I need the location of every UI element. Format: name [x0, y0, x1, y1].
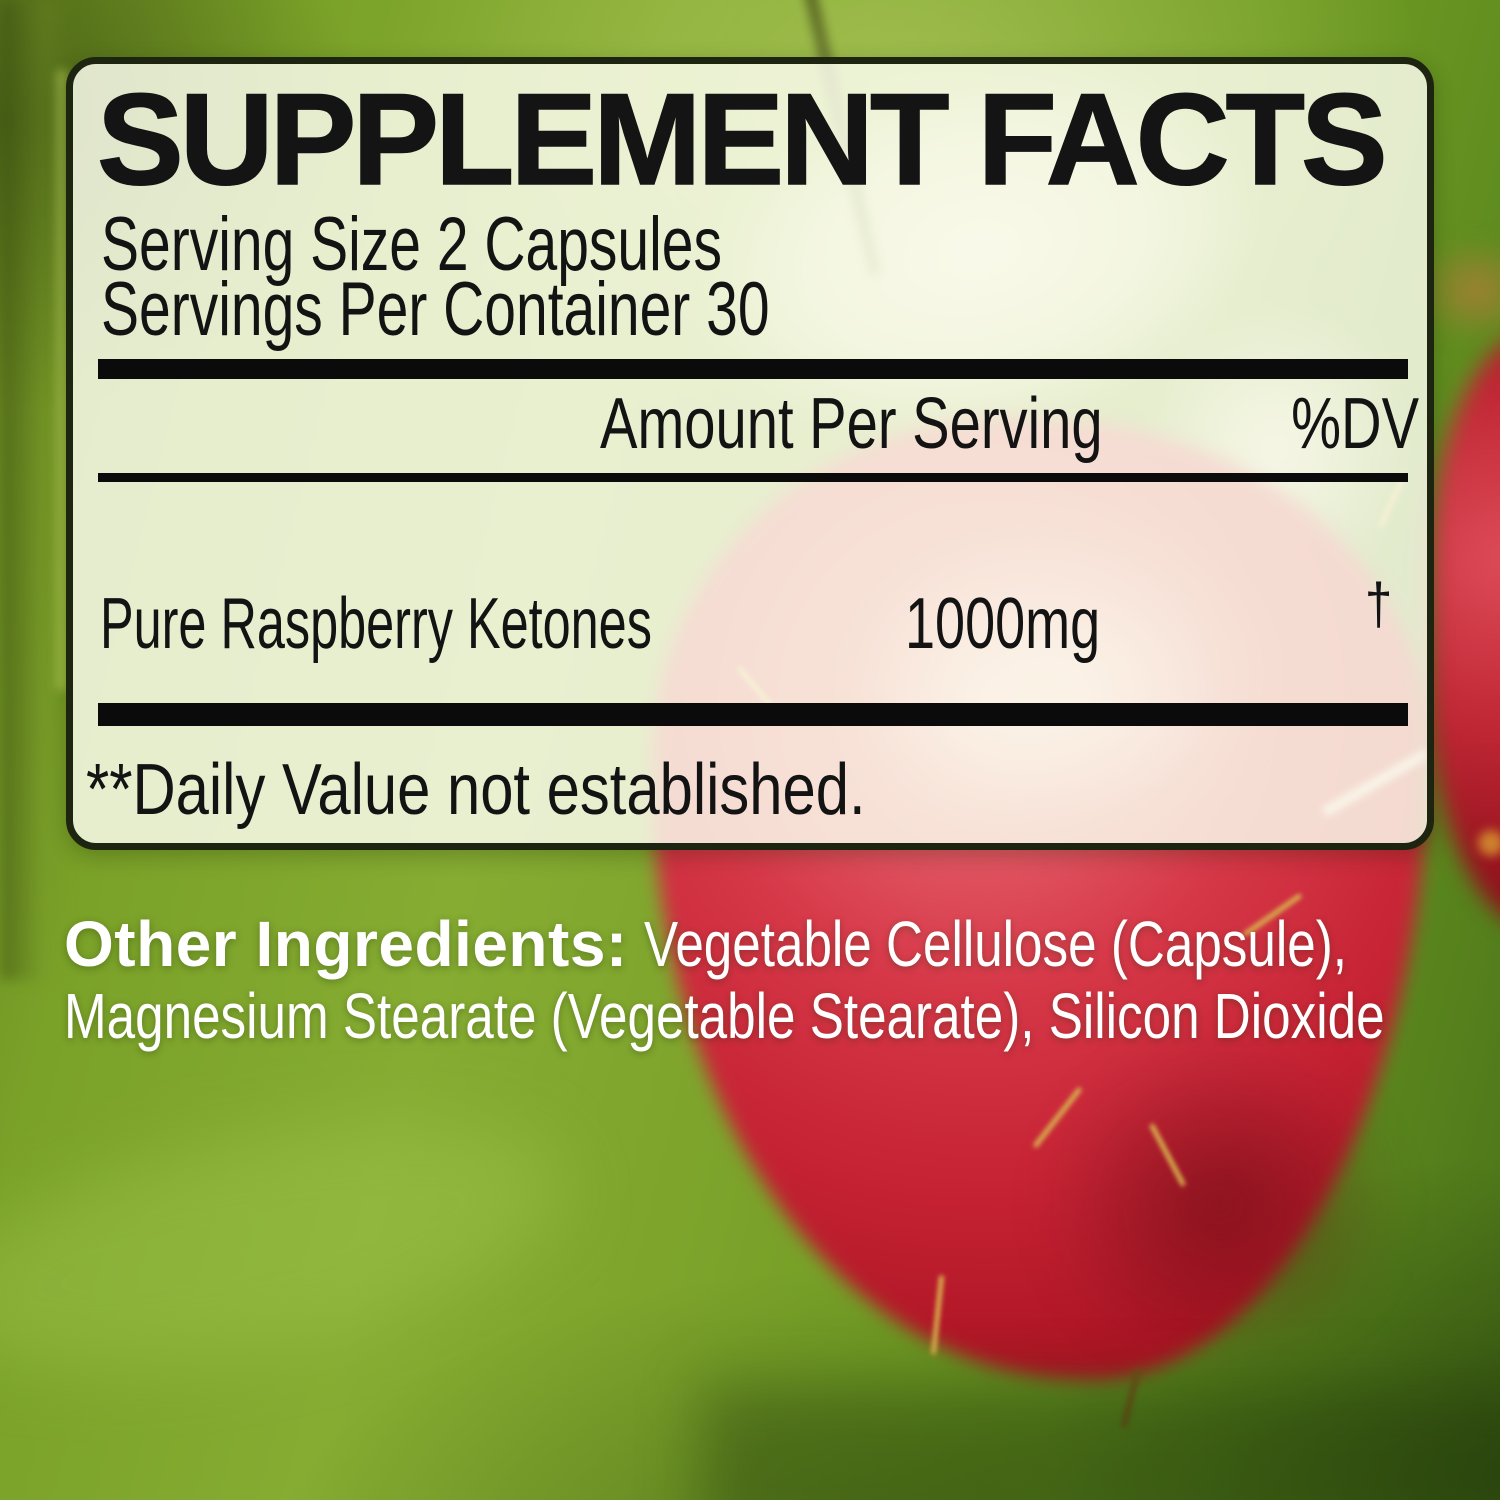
divider-thick-bottom: [98, 703, 1408, 726]
supplement-facts-panel: SUPPLEMENT FACTS Serving Size 2 Capsules…: [66, 57, 1434, 850]
supplement-facts-title: SUPPLEMENT FACTS: [96, 66, 1388, 212]
other-ingredients-text-2: Magnesium Stearate (Vegetable Stearate),…: [64, 980, 1385, 1052]
divider-thin: [98, 473, 1408, 482]
amount-per-serving-header: Amount Per Serving: [600, 384, 1103, 464]
other-ingredients-label: Other Ingredients:: [64, 908, 628, 980]
daily-value-footnote: **Daily Value not established.: [86, 750, 866, 830]
ingredient-name: Pure Raspberry Ketones: [100, 584, 652, 664]
orange-speck: [1478, 830, 1500, 856]
serving-size-text: Serving Size 2 Capsules: [101, 202, 722, 287]
dv-header: %DV: [1291, 384, 1419, 464]
servings-per-container-line: Servings Per Container 30: [101, 272, 992, 348]
other-ingredients-line1: Other Ingredients: Vegetable Cellulose (C…: [64, 912, 1500, 976]
servings-per-container-text: Servings Per Container 30: [101, 267, 770, 352]
raspberry-shadow: [1040, 1040, 1400, 1370]
other-ingredients-line2: Magnesium Stearate (Vegetable Stearate),…: [64, 984, 1500, 1048]
bottom-light-streak: [0, 1075, 585, 1415]
left-edge-light: [56, 70, 68, 690]
bottom-dark-band: [700, 1385, 1500, 1500]
other-ingredients-text-1: Vegetable Cellulose (Capsule),: [643, 908, 1347, 980]
divider-thick-top: [98, 359, 1408, 379]
ingredient-dv-symbol: †: [1364, 572, 1392, 637]
ingredient-amount: 1000mg: [905, 584, 1101, 664]
serving-size-line: Serving Size 2 Capsules: [101, 207, 929, 283]
